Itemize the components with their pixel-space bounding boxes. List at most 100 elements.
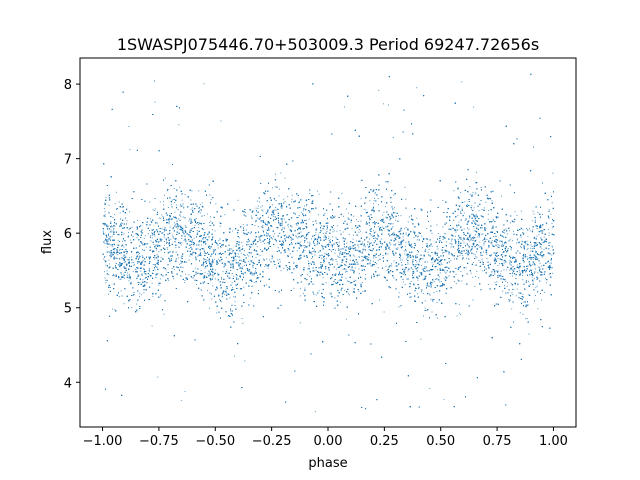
data-point xyxy=(336,268,338,270)
data-point xyxy=(233,275,235,277)
data-point xyxy=(250,215,252,217)
data-point xyxy=(512,288,513,290)
data-point xyxy=(531,246,533,247)
data-point xyxy=(180,260,182,262)
data-point xyxy=(122,240,123,242)
data-point xyxy=(213,258,215,260)
data-point xyxy=(368,249,370,251)
data-point xyxy=(311,251,313,253)
data-point xyxy=(358,246,360,248)
data-point xyxy=(505,269,507,271)
data-point xyxy=(168,223,170,225)
data-point xyxy=(377,198,379,199)
data-point xyxy=(340,251,342,253)
data-point xyxy=(214,278,216,280)
data-point xyxy=(464,201,466,203)
data-point xyxy=(329,292,331,294)
data-point xyxy=(132,236,134,238)
data-point xyxy=(537,272,539,274)
data-point xyxy=(442,258,444,260)
data-point xyxy=(507,248,509,250)
data-point xyxy=(392,226,394,228)
data-point xyxy=(268,228,270,230)
data-point xyxy=(181,205,183,207)
data-point xyxy=(220,120,222,122)
data-point xyxy=(242,245,244,247)
data-point xyxy=(532,281,534,283)
data-point xyxy=(248,255,250,257)
data-point xyxy=(395,244,396,246)
data-point xyxy=(299,295,301,297)
data-point xyxy=(440,262,442,264)
data-point xyxy=(209,307,210,309)
data-point xyxy=(421,235,423,237)
data-point xyxy=(549,262,551,264)
data-point xyxy=(111,246,113,248)
data-point xyxy=(475,234,476,236)
data-point xyxy=(318,290,320,292)
data-point xyxy=(229,252,231,253)
data-point xyxy=(487,284,489,285)
data-point xyxy=(156,254,158,256)
data-point xyxy=(212,249,214,251)
data-point xyxy=(490,255,492,257)
data-point xyxy=(191,190,193,192)
data-point xyxy=(467,251,469,253)
data-point xyxy=(410,246,412,247)
data-point xyxy=(369,200,371,202)
data-point xyxy=(296,217,298,219)
data-point xyxy=(368,225,370,227)
data-point xyxy=(444,251,446,253)
data-point xyxy=(177,209,179,210)
data-point xyxy=(505,280,507,282)
data-point xyxy=(531,248,533,250)
data-point xyxy=(552,227,554,229)
data-point xyxy=(351,247,353,249)
data-point xyxy=(549,274,551,276)
data-point xyxy=(119,248,121,250)
data-point xyxy=(535,219,536,221)
data-point xyxy=(461,280,463,282)
data-point xyxy=(304,246,306,248)
data-point xyxy=(459,312,460,314)
data-point xyxy=(398,292,400,294)
data-point xyxy=(495,235,497,237)
data-point xyxy=(503,243,505,245)
data-point xyxy=(471,205,473,207)
data-point xyxy=(184,225,186,227)
data-point xyxy=(345,227,347,229)
data-point xyxy=(296,250,298,252)
data-point xyxy=(240,260,242,262)
data-point xyxy=(322,225,324,227)
data-point xyxy=(199,207,200,208)
data-point xyxy=(541,242,543,244)
data-point xyxy=(503,231,504,233)
data-point xyxy=(329,241,331,243)
data-point xyxy=(232,262,234,264)
data-point xyxy=(414,290,416,292)
data-point xyxy=(373,242,375,244)
data-point xyxy=(172,237,174,239)
data-point xyxy=(333,230,335,232)
data-point xyxy=(266,258,267,260)
data-point xyxy=(262,227,264,229)
data-point xyxy=(474,240,476,242)
data-point xyxy=(341,258,343,260)
data-point xyxy=(112,230,114,232)
data-point xyxy=(550,213,552,215)
data-point xyxy=(516,239,518,241)
data-point xyxy=(424,275,426,277)
data-point xyxy=(144,278,146,279)
data-point xyxy=(154,269,156,271)
data-point xyxy=(173,276,174,278)
data-point xyxy=(400,262,402,264)
data-point xyxy=(117,240,119,242)
data-point xyxy=(352,238,354,240)
data-point xyxy=(512,294,514,296)
data-point xyxy=(476,171,478,173)
data-point xyxy=(128,235,130,237)
data-point xyxy=(406,278,408,280)
data-point xyxy=(272,204,274,206)
data-point xyxy=(287,224,289,226)
data-point xyxy=(481,254,483,256)
